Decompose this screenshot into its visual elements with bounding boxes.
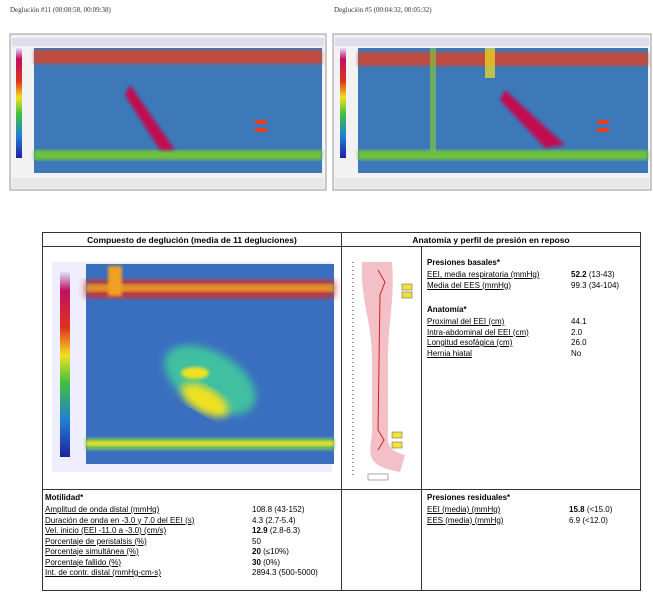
column-header: Anatomía y perfil de presión en reposo (342, 235, 640, 245)
row-value: 2.0 (571, 328, 582, 337)
range: (0%) (263, 558, 280, 567)
value: 108.8 (252, 505, 272, 514)
value: 2.0 (571, 328, 582, 337)
row-value: 50 (252, 537, 261, 546)
row-label: Porcentaje fallido (%) (45, 558, 121, 567)
value: No (571, 349, 581, 358)
manometry-plot (333, 34, 651, 190)
row-label: Intra-abdominal del EEI (cm) (427, 328, 529, 337)
page: Deglución #11 (00:08:58, 00:09:38) Deglu… (0, 0, 653, 592)
section-title: Motilidad* (45, 493, 83, 502)
column-header: Compuesto de deglución (media de 11 degl… (43, 235, 341, 245)
value: 4.3 (252, 516, 263, 525)
range: (2.8-6.3) (270, 526, 300, 535)
row-label: Porcentaje de peristalsis (%) (45, 537, 147, 546)
range: (≤10%) (263, 547, 289, 556)
row-label: Porcentaje simultánea (%) (45, 547, 139, 556)
row-label: Proximal del EEI (cm) (427, 317, 504, 326)
row-label: Media del EES (mmHg) (427, 281, 511, 290)
section-title: Presiones residuales* (427, 493, 510, 502)
row-value: 44.1 (571, 317, 587, 326)
range: (34-104) (589, 281, 619, 290)
range: (13-43) (589, 270, 615, 279)
range: (500-5000) (279, 568, 318, 577)
value: 6.9 (569, 516, 580, 525)
manometry-plot (10, 34, 326, 190)
row-label: EEI, media respiratoria (mmHg) (427, 270, 539, 279)
row-value: 6.9 (<12.0) (569, 516, 608, 525)
row-value: 99.3 (34-104) (571, 281, 619, 290)
anatomy-diagram (343, 252, 421, 486)
range: (43-152) (274, 505, 304, 514)
value: 2894.3 (252, 568, 276, 577)
row-value: 52.2 (13-43) (571, 270, 615, 279)
value: 30 (252, 558, 261, 567)
row-value: 4.3 (2.7-5.4) (252, 516, 296, 525)
row-value: 26.0 (571, 338, 587, 347)
range: (<12.0) (582, 516, 608, 525)
row-value: 30 (0%) (252, 558, 280, 567)
row-value: 2894.3 (500-5000) (252, 568, 318, 577)
row-label: Amplitud de onda distal (mmHg) (45, 505, 159, 514)
section-title: Presiones basales* (427, 258, 500, 267)
row-label: Vel. inicio (EEI -11.0 a -3.0) (cm/s) (45, 526, 166, 535)
row-value: 12.9 (2.8-6.3) (252, 526, 300, 535)
value: 99.3 (571, 281, 587, 290)
section-title: Anatomía* (427, 305, 467, 314)
range: (<15.0) (587, 505, 613, 514)
value: 44.1 (571, 317, 587, 326)
value: 50 (252, 537, 261, 546)
value: 52.2 (571, 270, 587, 279)
row-label: EES (media) (mmHg) (427, 516, 503, 525)
row-value: 20 (≤10%) (252, 547, 289, 556)
value: 15.8 (569, 505, 585, 514)
row-value: 108.8 (43-152) (252, 505, 305, 514)
row-label: Int. de contr. distal (mmHg-cm-s) (45, 568, 161, 577)
figures (0, 0, 653, 592)
value: 20 (252, 547, 261, 556)
compound-heatmap (52, 262, 334, 472)
row-value: No (571, 349, 581, 358)
value: 26.0 (571, 338, 587, 347)
row-label: Duración de onda en -3.0 y 7.0 del EEI (… (45, 516, 194, 525)
row-label: Longitud esofágica (cm) (427, 338, 512, 347)
value: 12.9 (252, 526, 268, 535)
row-label: Hernia hiatal (427, 349, 472, 358)
range: (2.7-5.4) (265, 516, 295, 525)
row-label: EEI (media) (mmHg) (427, 505, 500, 514)
row-value: 15.8 (<15.0) (569, 505, 612, 514)
